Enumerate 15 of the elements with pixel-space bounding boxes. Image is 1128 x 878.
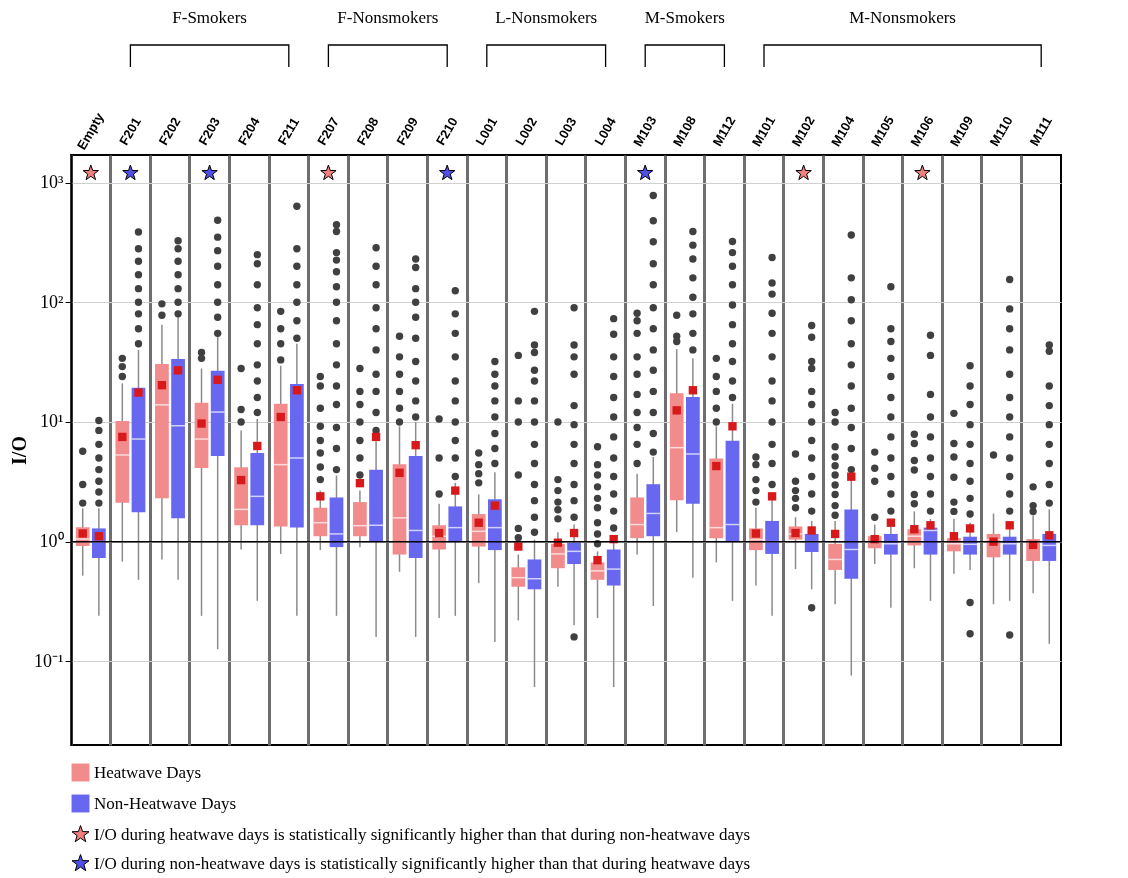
legend-label: Non-Heatwave Days: [94, 793, 237, 813]
text: M-Nonsmokers: [849, 8, 956, 27]
y-tick-label: 10⁰: [39, 531, 64, 552]
y-tick-label: 10¹: [40, 411, 64, 432]
legend-label: I/O during heatwave days is statistically significantly higher than that during non-heatwave days: [94, 824, 751, 844]
legend-label: I/O during non-heatwave days is statistically significantly higher than that during heatwave days: [94, 853, 751, 873]
text: F-Smokers: [172, 8, 247, 27]
text: M-Smokers: [644, 8, 725, 27]
text: F-Nonsmokers: [337, 8, 439, 27]
text: L-Nonsmokers: [495, 8, 598, 27]
y-axis-title: I/O: [8, 436, 31, 465]
legend-label: Heatwave Days: [94, 762, 202, 782]
y-tick-label: 10²: [40, 291, 64, 312]
y-tick-label: 10³: [40, 172, 65, 193]
y-tick-label: 10⁻¹: [34, 650, 64, 671]
